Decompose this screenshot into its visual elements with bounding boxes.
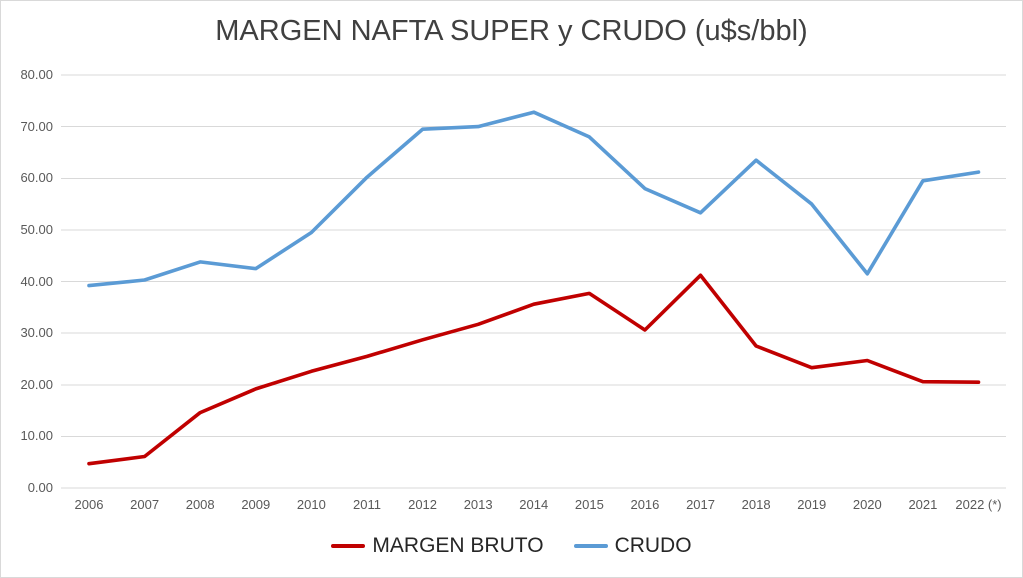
y-tick-label: 80.00 <box>20 67 53 82</box>
legend-item-crudo: CRUDO <box>573 534 692 558</box>
y-tick-label: 0.00 <box>27 480 53 495</box>
x-tick-label: 2011 <box>352 497 381 512</box>
x-tick-label: 2021 <box>908 497 938 512</box>
y-tick-label: 20.00 <box>20 376 53 392</box>
x-tick-label: 2017 <box>686 497 715 512</box>
x-tick-label: 2022 (*) <box>955 497 1002 512</box>
x-tick-label: 2008 <box>185 497 215 512</box>
x-tick-label: 2009 <box>241 497 271 512</box>
x-tick-label: 2006 <box>74 497 104 512</box>
legend-item-margen-bruto: MARGEN BRUTO <box>331 534 544 558</box>
x-tick-label: 2019 <box>797 497 827 512</box>
x-tick-label: 2010 <box>296 497 326 512</box>
legend-line-swatch <box>331 544 366 548</box>
x-tick-label: 2013 <box>463 497 493 512</box>
x-tick-label: 2007 <box>130 497 160 512</box>
legend-label: CRUDO <box>614 534 692 557</box>
x-tick-label: 2016 <box>630 497 660 512</box>
y-tick-label: 60.00 <box>20 170 53 186</box>
x-tick-label: 2015 <box>574 497 604 512</box>
x-tick-label: 2018 <box>741 497 771 512</box>
legend-label: MARGEN BRUTO <box>372 534 544 557</box>
y-tick-label: 50.00 <box>20 221 53 237</box>
x-tick-label: 2012 <box>408 497 438 512</box>
x-tick-label: 2014 <box>519 497 549 512</box>
chart-title: MARGEN NAFTA SUPER y CRUDO (u$s/bbl) <box>215 15 808 47</box>
chart-legend: MARGEN BRUTO CRUDO <box>1 532 1022 560</box>
y-tick-label: 10.00 <box>20 428 53 444</box>
x-tick-label: 2020 <box>852 497 882 512</box>
y-tick-label: 40.00 <box>20 273 53 289</box>
y-tick-label: 30.00 <box>20 325 53 341</box>
y-tick-label: 70.00 <box>20 118 53 134</box>
series-line-margen-bruto <box>87 273 981 466</box>
series-line-crudo <box>87 110 981 288</box>
legend-line-swatch <box>573 544 608 548</box>
